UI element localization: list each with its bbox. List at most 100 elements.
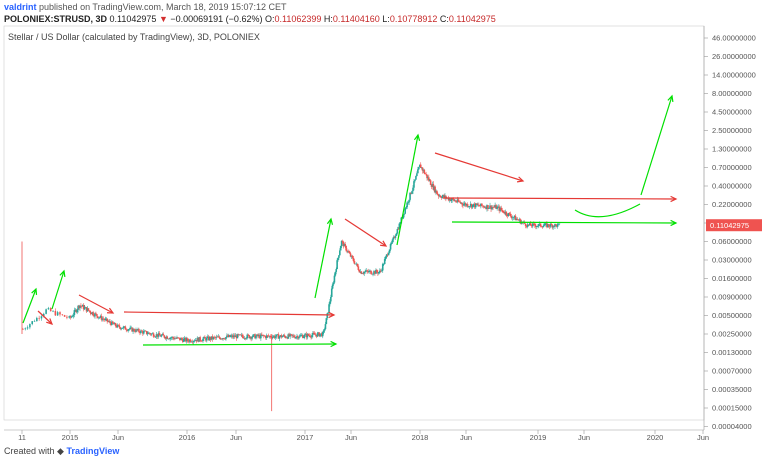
candle-body (102, 318, 105, 320)
candle-body (429, 180, 432, 185)
candle-body (145, 331, 148, 334)
candle-body (501, 209, 504, 211)
candle-body (299, 335, 301, 338)
candle-body (242, 336, 245, 339)
candle-body (106, 318, 108, 322)
candle-body (492, 207, 494, 208)
candle-body (154, 336, 157, 338)
candle-body (124, 326, 127, 330)
candle-body (31, 321, 34, 325)
candle-body (298, 337, 300, 339)
candle-body (93, 315, 95, 317)
candle-body (306, 333, 309, 338)
candle-body (326, 313, 329, 319)
candle-body (331, 284, 334, 289)
candle-body (348, 252, 351, 254)
candle-body (442, 195, 444, 197)
candle-body (165, 336, 168, 339)
candle-body (133, 328, 135, 332)
tradingview-brand[interactable]: TradingView (66, 446, 120, 456)
candle-body (310, 336, 312, 338)
candle-body (201, 340, 203, 342)
red-resistance-arrow-head (670, 195, 678, 203)
candle-body (56, 312, 59, 316)
open-label: O: (264, 14, 275, 24)
candle-body (254, 334, 256, 339)
candle-body (303, 334, 306, 337)
candle-body (528, 223, 531, 226)
candle-body (229, 336, 232, 337)
candle-body (548, 226, 551, 227)
candle-body (73, 310, 76, 315)
high-value: 0.11404160 (332, 14, 380, 24)
candle-body (181, 338, 183, 340)
candle-body (366, 270, 368, 272)
candle-body (406, 202, 408, 208)
candle-body (118, 325, 121, 328)
candle-body (214, 337, 217, 338)
candle-body (112, 323, 115, 325)
candle-body (443, 195, 445, 198)
candle-body (466, 204, 469, 207)
candle-body (436, 190, 438, 194)
candle-body (385, 254, 388, 257)
candle-body (164, 337, 167, 339)
candle-body (444, 195, 446, 198)
candle-body (95, 313, 97, 315)
red-down-arrow (434, 152, 524, 182)
low-value: 0.10778912 (389, 14, 438, 24)
candle-body (486, 205, 488, 209)
y-tick-label: 1.30000000 (712, 145, 752, 154)
candle-body (256, 334, 258, 337)
candle-body (334, 271, 337, 276)
candle-body (538, 223, 541, 225)
candle-body (344, 244, 347, 246)
candle-body (380, 270, 383, 272)
candle-body (206, 336, 209, 338)
green-up-arrow (314, 218, 332, 299)
created-with-label: Created with (4, 446, 55, 456)
candle-body (437, 194, 440, 197)
y-tick-label: 4.50000000 (712, 108, 752, 117)
candle-body (33, 321, 36, 322)
candle-body (97, 316, 99, 318)
candle-body (377, 272, 379, 274)
candle-body (537, 224, 540, 226)
red-down-arrow-head (379, 240, 388, 247)
candle-body (109, 321, 111, 323)
candle-body (320, 333, 322, 335)
candle-body (324, 324, 327, 330)
candle-body (408, 199, 410, 203)
candle-body (100, 315, 103, 320)
candle-body (308, 335, 311, 337)
candle-body (513, 215, 516, 218)
candle-body (40, 316, 43, 319)
candle-body (399, 223, 402, 224)
candle-body (96, 314, 98, 317)
candle-body (261, 334, 263, 336)
candle-body (190, 341, 193, 343)
candle-body (304, 333, 307, 335)
green-projection-curve (574, 203, 641, 218)
y-tick-label: 0.00900000 (712, 293, 752, 302)
candle-body (450, 199, 453, 201)
candle-body (480, 203, 482, 207)
candle-body (143, 330, 146, 332)
candle-body (160, 335, 163, 337)
candle-body (36, 317, 38, 322)
candle-body (314, 334, 317, 336)
candle-body (143, 331, 145, 334)
x-tick-label: Jun (230, 433, 242, 442)
candle-body (454, 200, 457, 202)
candle-body (209, 337, 212, 340)
candle-body (315, 334, 318, 337)
candle-body (550, 223, 553, 225)
candle-body (447, 197, 450, 201)
candle-body (312, 333, 314, 336)
candle-body (393, 237, 396, 238)
author-link[interactable]: valdrint (4, 2, 37, 12)
candle-body (402, 214, 405, 219)
down-arrow-icon: ▼ (158, 14, 168, 24)
candle-body (428, 177, 430, 181)
